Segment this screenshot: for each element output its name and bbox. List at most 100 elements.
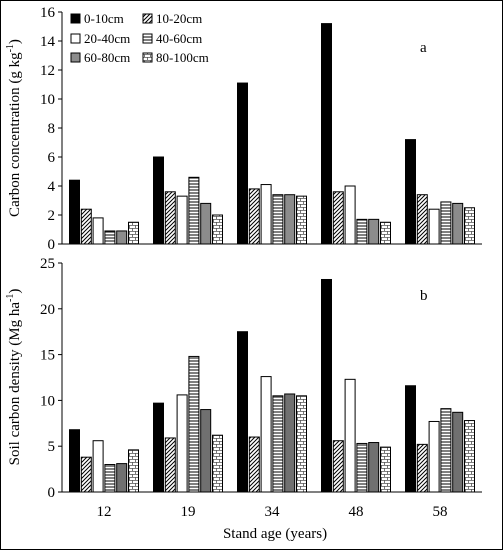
bars-b [69, 278, 475, 493]
bar-80-100cm-age-12 [128, 221, 139, 245]
bar-60-80cm-age-34 [284, 194, 296, 245]
y-axis-label-b-sup: -1 [5, 294, 16, 302]
y-axis-label-b-close: ) [7, 289, 23, 294]
legend-swatch-60-80cm [70, 52, 81, 63]
y-tick-label: 0 [48, 237, 56, 253]
bar-10-20cm-age-12 [80, 456, 92, 493]
y-tick-label: 10 [40, 393, 55, 409]
bar-40-60cm-age-12 [104, 230, 116, 245]
bar-80-100cm-age-12 [128, 449, 139, 493]
bar-20-40cm-age-58 [428, 420, 440, 493]
x-tick-label: 12 [97, 504, 112, 520]
y-tick-label: 25 [40, 256, 55, 272]
panel-label-a: a [420, 40, 427, 56]
y-tick-label: 20 [40, 302, 55, 318]
bar-20-40cm-age-48 [344, 378, 356, 493]
bar-10-20cm-age-19 [164, 437, 176, 493]
bar-0-10cm-age-12 [69, 429, 80, 493]
y-tick-label: 15 [40, 348, 55, 364]
bar-0-10cm-age-34 [237, 331, 248, 493]
y-axis-label-b: Soil carbon density (Mg ha-1) [5, 289, 23, 466]
bar-20-40cm-age-19 [176, 195, 188, 245]
y-tick-label: 10 [40, 92, 55, 108]
legend: 0-10cm 10-20cm 20-40cm 40-60cm 60-80cm 80-100… [70, 11, 209, 65]
y-tick-label: 2 [48, 208, 56, 224]
bars-a [69, 23, 475, 245]
bar-80-100cm-age-48 [380, 446, 391, 493]
bar-80-100cm-age-34 [296, 195, 307, 245]
y-axis-label-b-main: Soil carbon density (Mg ha [7, 302, 23, 466]
bar-40-60cm-age-34 [272, 194, 284, 245]
bar-40-60cm-age-19 [188, 355, 200, 493]
y-tick-label: 4 [48, 179, 56, 195]
bar-40-60cm-age-58 [440, 201, 452, 245]
legend-swatch-80-100cm [142, 52, 153, 63]
panel-label-b: b [420, 288, 428, 304]
bar-10-20cm-age-58 [416, 194, 428, 245]
bar-10-20cm-age-12 [80, 208, 92, 245]
bar-80-100cm-age-58 [464, 420, 475, 493]
bar-20-40cm-age-12 [92, 217, 104, 245]
bar-40-60cm-age-19 [188, 176, 200, 245]
y-axis-label-a: Carbon concentration (g kg-1) [5, 39, 23, 217]
legend-label-0-10cm: 0-10cm [84, 11, 124, 26]
bar-0-10cm-age-19 [153, 156, 164, 245]
x-tick-label: 48 [349, 504, 364, 520]
y-tick-label: 14 [40, 34, 56, 50]
legend-swatch-0-10cm [70, 13, 81, 24]
bar-80-100cm-age-58 [464, 207, 475, 245]
x-tick-label: 19 [181, 504, 196, 520]
bar-10-20cm-age-19 [164, 191, 176, 245]
x-ticks: 12 19 34 48 58 [97, 504, 448, 520]
legend-swatch-10-20cm [142, 13, 153, 24]
bar-60-80cm-age-12 [116, 463, 128, 493]
bar-80-100cm-age-34 [296, 395, 307, 493]
y-tick-label: 0 [48, 485, 56, 501]
bar-10-20cm-age-34 [248, 436, 260, 493]
bar-10-20cm-age-34 [248, 188, 260, 245]
y-tick-label: 12 [40, 63, 55, 79]
bar-0-10cm-age-58 [405, 139, 416, 245]
x-tick-label: 58 [433, 504, 448, 520]
legend-label-10-20cm: 10-20cm [156, 11, 202, 26]
bar-60-80cm-age-48 [368, 218, 380, 245]
bar-0-10cm-age-34 [237, 82, 248, 245]
y-ticks-a: 0 2 4 6 8 10 12 14 16 [40, 5, 62, 253]
panel-b: 0 5 10 15 20 25 12 19 34 48 58 b Soil carbon dens… [5, 256, 482, 542]
bar-60-80cm-age-12 [116, 230, 128, 245]
bar-80-100cm-age-19 [212, 214, 223, 245]
y-ticks-b: 0 5 10 15 20 25 [40, 256, 62, 501]
bar-80-100cm-age-19 [212, 434, 223, 493]
y-tick-label: 16 [40, 5, 56, 21]
y-axis-label-a-main: Carbon concentration (g kg [7, 52, 23, 217]
bar-60-80cm-age-19 [200, 409, 212, 493]
bar-10-20cm-age-48 [332, 191, 344, 245]
legend-swatch-40-60cm [142, 33, 153, 44]
bar-10-20cm-age-58 [416, 443, 428, 493]
y-tick-label: 6 [48, 150, 56, 166]
bar-20-40cm-age-34 [260, 184, 272, 245]
bar-40-60cm-age-48 [356, 442, 368, 493]
bar-80-100cm-age-48 [380, 221, 391, 245]
y-tick-label: 8 [48, 121, 56, 137]
bar-20-40cm-age-19 [176, 394, 188, 493]
bar-60-80cm-age-58 [452, 411, 464, 493]
bar-0-10cm-age-12 [69, 179, 80, 245]
bar-60-80cm-age-34 [284, 393, 296, 493]
legend-swatch-20-40cm [70, 33, 81, 44]
legend-label-20-40cm: 20-40cm [84, 31, 130, 46]
bar-60-80cm-age-19 [200, 202, 212, 245]
y-tick-label: 5 [48, 439, 56, 455]
bar-40-60cm-age-34 [272, 395, 284, 493]
bar-40-60cm-age-58 [440, 408, 452, 493]
x-axis-label: Stand age (years) [223, 526, 327, 542]
bar-60-80cm-age-48 [368, 442, 380, 493]
bar-40-60cm-age-48 [356, 218, 368, 245]
y-axis-label-a-sup: -1 [5, 44, 16, 52]
bar-60-80cm-age-58 [452, 202, 464, 245]
bar-0-10cm-age-48 [321, 23, 332, 245]
y-axis-label-a-close: ) [7, 39, 23, 44]
bar-40-60cm-age-12 [104, 464, 116, 493]
bar-20-40cm-age-34 [260, 376, 272, 493]
